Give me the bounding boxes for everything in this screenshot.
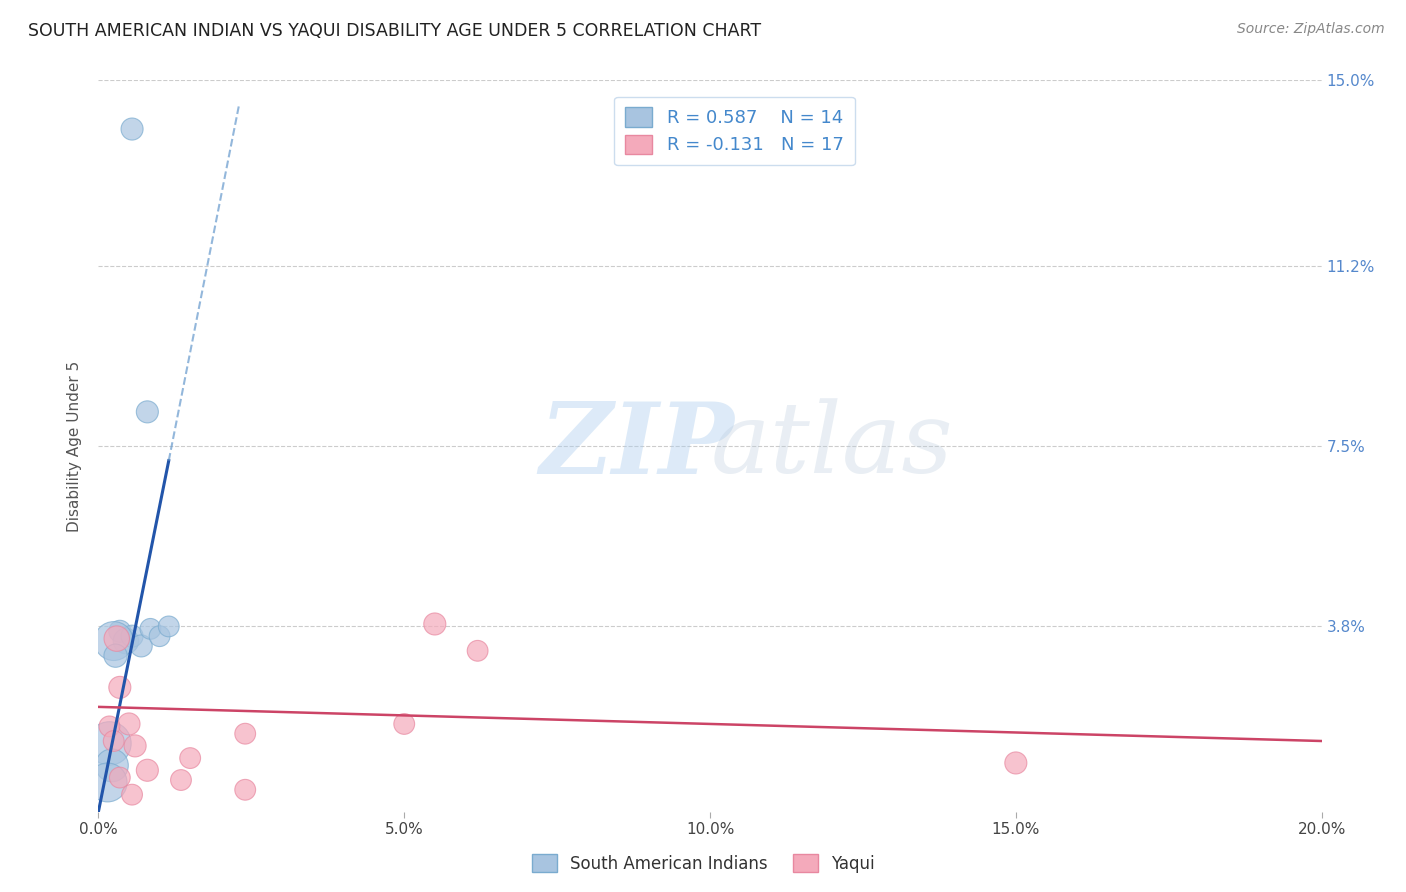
Point — [115, 634, 138, 648]
Text: ZIP: ZIP — [538, 398, 734, 494]
Point — [467, 644, 489, 658]
Legend: R = 0.587    N = 14, R = -0.131   N = 17: R = 0.587 N = 14, R = -0.131 N = 17 — [614, 96, 855, 165]
Point — [104, 648, 127, 663]
Point — [139, 622, 162, 636]
Point — [98, 719, 121, 733]
Point — [121, 629, 143, 643]
Text: Source: ZipAtlas.com: Source: ZipAtlas.com — [1237, 22, 1385, 37]
Legend: South American Indians, Yaqui: South American Indians, Yaqui — [524, 847, 882, 880]
Point — [121, 788, 143, 802]
Point — [101, 758, 124, 772]
Y-axis label: Disability Age Under 5: Disability Age Under 5 — [67, 360, 83, 532]
Point — [108, 771, 131, 785]
Point — [108, 624, 131, 639]
Point — [233, 782, 256, 797]
Point — [129, 639, 152, 653]
Point — [105, 632, 128, 646]
Point — [121, 122, 143, 136]
Point — [97, 775, 120, 789]
Point — [170, 772, 193, 787]
Point — [1004, 756, 1026, 770]
Point — [233, 727, 256, 741]
Point — [392, 717, 416, 731]
Text: atlas: atlas — [711, 399, 953, 493]
Point — [136, 405, 159, 419]
Point — [103, 634, 125, 648]
Point — [118, 717, 141, 731]
Point — [103, 734, 125, 748]
Point — [108, 681, 131, 695]
Point — [124, 739, 146, 753]
Point — [149, 629, 172, 643]
Point — [136, 764, 159, 778]
Point — [98, 736, 121, 750]
Point — [179, 751, 201, 765]
Point — [157, 619, 180, 633]
Text: SOUTH AMERICAN INDIAN VS YAQUI DISABILITY AGE UNDER 5 CORRELATION CHART: SOUTH AMERICAN INDIAN VS YAQUI DISABILIT… — [28, 22, 761, 40]
Point — [423, 617, 446, 632]
